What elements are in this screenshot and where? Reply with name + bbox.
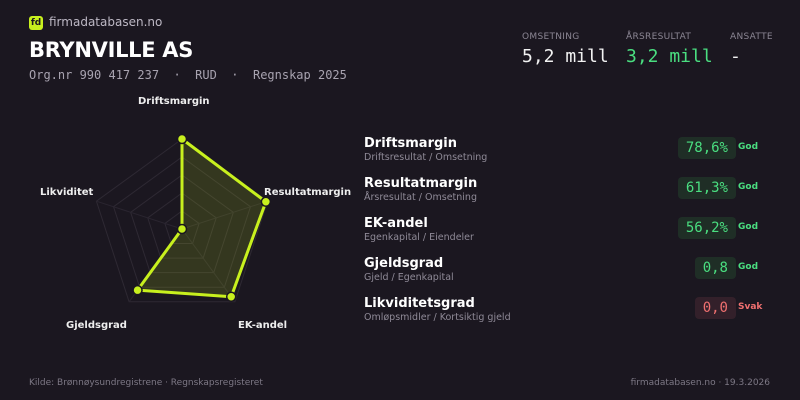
metric-description: Driftsresultat / Omsetning	[364, 152, 488, 163]
kpi-label: ÅRSRESULTAT	[626, 32, 692, 42]
metric-name: Driftsmargin	[364, 136, 458, 151]
metric-row: EK-andel Egenkapital / Eiendeler 56,2% G…	[364, 216, 774, 252]
metric-description: Gjeld / Egenkapital	[364, 272, 454, 283]
metric-value-badge: 0,0	[694, 297, 736, 319]
metric-value-badge: 0,8	[694, 257, 736, 279]
footer-source: Kilde: Brønnøysundregistrene · Regnskaps…	[29, 378, 263, 388]
kpi-value: 5,2 mill	[522, 46, 609, 67]
metric-row: Likviditetsgrad Omløpsmidler / Kortsikti…	[364, 296, 774, 332]
footer-site[interactable]: firmadatabasen.no · 19.3.2026	[630, 378, 770, 388]
metric-value-badge: 56,2%	[677, 217, 736, 239]
radar-point-likviditet	[176, 223, 188, 235]
axis-label-likviditet: Likviditet	[40, 187, 94, 198]
metric-row: Gjeldsgrad Gjeld / Egenkapital 0,8 God	[364, 256, 774, 292]
radar-spoke	[181, 228, 236, 303]
metric-description: Årsresultat / Omsetning	[364, 192, 477, 203]
radar-series-area	[136, 137, 268, 299]
kpi-label: OMSETNING	[522, 32, 580, 42]
brand-name[interactable]: firmadatabasen.no	[49, 15, 163, 29]
metric-status: God	[738, 142, 759, 152]
radar-spoke	[181, 200, 268, 230]
radar-point-ek-andel	[225, 291, 237, 302]
radar-grid-ring	[164, 210, 200, 245]
radar-grid-ring	[147, 192, 217, 259]
kpi-arsresultat: ÅRSRESULTAT 3,2 mill	[626, 32, 713, 67]
axis-label-gjeldsgrad: Gjeldsgrad	[66, 320, 127, 331]
axis-label-ek-andel: EK-andel	[238, 320, 288, 331]
metric-value-badge: 78,6%	[677, 137, 736, 159]
radar-point-driftsmargin	[176, 133, 188, 145]
kpi-ansatte: ANSATTE -	[730, 32, 773, 67]
metric-row: Resultatmargin Årsresultat / Omsetning 6…	[364, 176, 774, 212]
radar-grid-ring	[130, 174, 234, 274]
metric-status: God	[738, 222, 759, 232]
axis-label-driftsmargin: Driftsmargin	[138, 96, 210, 107]
metric-name: EK-andel	[364, 216, 428, 231]
metric-status: Svak	[738, 302, 763, 312]
radar-grid-ring	[112, 156, 252, 288]
radar-chart	[95, 133, 272, 303]
radar-point-resultatmargin	[260, 196, 272, 207]
radar-point-gjeldsgrad	[132, 284, 143, 296]
kpi-value: 3,2 mill	[626, 46, 713, 67]
company-name: BRYNVILLE AS	[29, 38, 194, 62]
metric-name: Resultatmargin	[364, 176, 478, 191]
metric-description: Omløpsmidler / Kortsiktig gjeld	[364, 312, 511, 323]
kpi-value: -	[730, 46, 741, 67]
radar-spoke	[96, 200, 183, 230]
kpi-label: ANSATTE	[730, 32, 773, 42]
kpi-omsetning: OMSETNING 5,2 mill	[522, 32, 609, 67]
metric-name: Gjeldsgrad	[364, 256, 444, 271]
metric-value-badge: 61,3%	[677, 177, 736, 199]
metric-name: Likviditetsgrad	[364, 296, 475, 311]
axis-label-resultatmargin: Resultatmargin	[264, 187, 352, 198]
company-meta: Org.nr 990 417 237 · RUD · Regnskap 2025	[29, 68, 347, 82]
metric-row: Driftsmargin Driftsresultat / Omsetning …	[364, 136, 774, 172]
metric-status: God	[738, 182, 759, 192]
metric-status: God	[738, 262, 759, 272]
metric-description: Egenkapital / Eiendeler	[364, 232, 474, 243]
logo-icon: fd	[29, 16, 43, 30]
